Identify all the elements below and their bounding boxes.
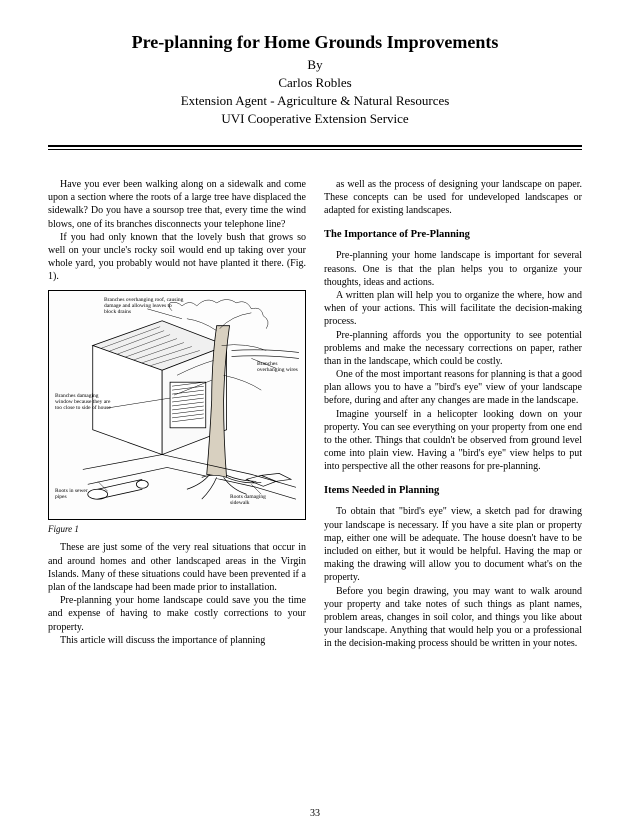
right-para-2: Pre-planning your home landscape is impo… (324, 249, 582, 289)
figure-1-caption: Figure 1 (48, 524, 306, 536)
figure-label-window: Branches damaging window because they ar… (55, 393, 115, 411)
author-org: UVI Cooperative Extension Service (48, 111, 582, 127)
right-para-3: A written plan will help you to organize… (324, 289, 582, 329)
right-para-7: To obtain that "bird's eye" view, a sket… (324, 505, 582, 584)
left-para-3: These are just some of the very real sit… (48, 541, 306, 594)
section-heading-importance: The Importance of Pre-Planning (324, 228, 582, 242)
header-divider (48, 145, 582, 150)
left-para-4: Pre-planning your home landscape could s… (48, 594, 306, 634)
intro-para-2: If you had only known that the lovely bu… (48, 231, 306, 284)
figure-1-box: Branches overhanging roof, causing damag… (48, 290, 306, 520)
figure-label-sewer: Roots in sewer pipes (55, 488, 95, 500)
article-header: Pre-planning for Home Grounds Improvemen… (48, 32, 582, 127)
byline: By (48, 57, 582, 73)
figure-label-sidewalk: Roots damaging sidewalk (230, 494, 285, 506)
article-title: Pre-planning for Home Grounds Improvemen… (48, 32, 582, 53)
intro-para-1: Have you ever been walking along on a si… (48, 178, 306, 231)
author-name: Carlos Robles (48, 75, 582, 91)
left-column: Have you ever been walking along on a si… (48, 178, 306, 651)
figure-label-wires: Branches overhanging wires (257, 361, 299, 373)
right-para-1: as well as the process of designing your… (324, 178, 582, 218)
author-role: Extension Agent - Agriculture & Natural … (48, 93, 582, 109)
figure-label-roof: Branches overhanging roof, causing damag… (104, 297, 184, 315)
right-para-6: Imagine yourself in a helicopter looking… (324, 408, 582, 474)
section-heading-items: Items Needed in Planning (324, 484, 582, 498)
left-para-5: This article will discuss the importance… (48, 634, 306, 647)
right-para-5: One of the most important reasons for pl… (324, 368, 582, 408)
right-para-8: Before you begin drawing, you may want t… (324, 585, 582, 651)
right-column: as well as the process of designing your… (324, 178, 582, 651)
body-columns: Have you ever been walking along on a si… (48, 178, 582, 651)
page-number: 33 (0, 808, 630, 819)
right-para-4: Pre-planning affords you the opportunity… (324, 329, 582, 369)
